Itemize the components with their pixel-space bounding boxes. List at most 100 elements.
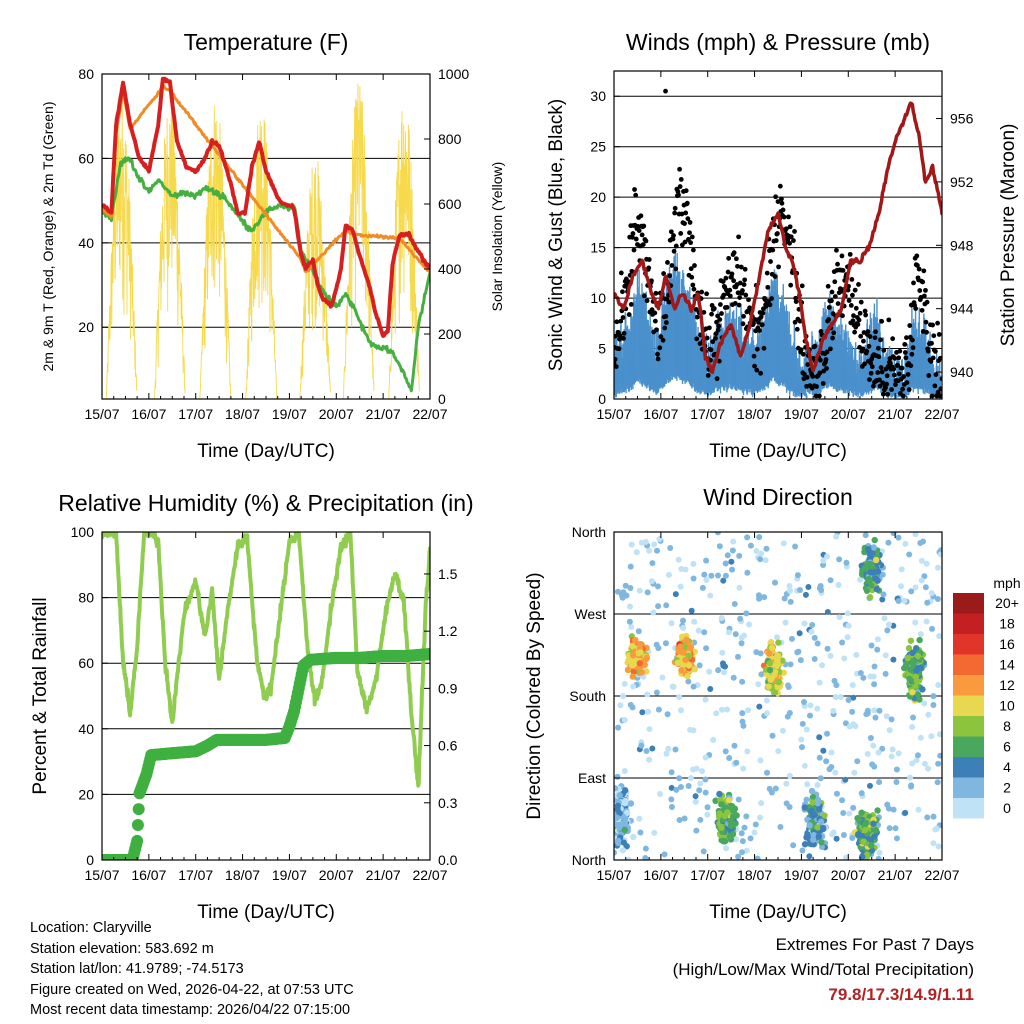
gust-point: [691, 286, 697, 292]
x-tick-label: 16/07: [131, 867, 166, 883]
gust-point: [704, 291, 710, 297]
direction-point: [871, 833, 878, 840]
y-tick-label: 30: [590, 88, 606, 104]
direction-point: [909, 649, 916, 657]
direction-point: [872, 826, 880, 834]
direction-point: [924, 599, 931, 606]
gust-point: [614, 319, 620, 325]
direction-point: [858, 809, 865, 816]
gust-point: [620, 289, 625, 295]
gust-point: [896, 371, 902, 377]
direction-point: [930, 693, 937, 700]
gust-point: [776, 264, 781, 270]
direction-point: [716, 790, 723, 798]
direction-point: [857, 669, 864, 676]
colorbar-label: 18: [999, 616, 1015, 632]
gust-point: [714, 376, 720, 382]
direction-point: [756, 703, 763, 710]
gust-point: [848, 303, 854, 308]
direction-point: [699, 768, 706, 775]
gust-point: [900, 386, 905, 392]
direction-point: [774, 657, 781, 665]
gust-point: [879, 318, 885, 324]
gust-point: [678, 176, 684, 182]
gust-point: [910, 337, 915, 343]
gust-point: [826, 317, 832, 322]
direction-point: [792, 543, 799, 550]
chart-title: Relative Humidity (%) & Precipitation (i…: [58, 490, 473, 516]
direction-point: [918, 557, 925, 564]
direction-point: [695, 627, 702, 634]
direction-point: [806, 822, 813, 829]
direction-point: [626, 618, 633, 625]
direction-point: [724, 706, 731, 713]
figure-created: Figure created on Wed, 2026-04-22, at 07…: [30, 981, 354, 998]
direction-point: [909, 689, 916, 696]
direction-point: [930, 813, 937, 820]
direction-point: [875, 855, 882, 860]
direction-point: [696, 787, 703, 794]
direction-point: [809, 812, 816, 820]
gust-point: [720, 279, 726, 284]
gust-point: [817, 370, 823, 376]
direction-point: [862, 564, 869, 571]
direction-point: [849, 681, 856, 688]
direction-point: [725, 797, 733, 804]
direction-point: [869, 761, 876, 768]
y-tick-label: 0: [598, 391, 606, 407]
direction-point: [839, 797, 846, 804]
direction-point: [914, 691, 922, 698]
y2-tick-label: 944: [950, 301, 974, 317]
direction-point: [863, 711, 870, 718]
gust-point: [870, 383, 876, 389]
direction-point: [668, 803, 675, 810]
gust-point: [726, 255, 732, 261]
gust-point: [688, 266, 694, 272]
direction-point: [783, 780, 790, 787]
gust-point: [635, 224, 641, 229]
direction-point: [837, 693, 844, 700]
direction-point: [871, 663, 878, 670]
direction-point: [870, 742, 877, 749]
direction-point: [644, 589, 651, 596]
y2-tick-label: 1000: [438, 66, 469, 82]
colorbar-label: 0: [1003, 800, 1011, 816]
y2-tick-label: 948: [950, 237, 974, 253]
direction-point: [668, 796, 675, 803]
colorbar-label: 8: [1003, 718, 1011, 734]
gust-point: [694, 314, 700, 320]
direction-point: [777, 824, 784, 831]
direction-point: [842, 776, 849, 783]
y-tick-label: 100: [71, 524, 95, 540]
direction-point: [875, 568, 882, 575]
direction-point: [874, 646, 881, 653]
direction-point: [621, 826, 628, 834]
direction-point: [629, 673, 636, 680]
direction-point: [815, 806, 823, 813]
direction-point: [884, 627, 891, 634]
direction-point: [726, 754, 733, 761]
gust-point: [800, 351, 806, 357]
gust-point: [767, 302, 773, 308]
gust-point: [840, 313, 845, 319]
colorbar-title: mph: [993, 575, 1020, 591]
plot-area: [102, 76, 430, 399]
direction-point: [806, 712, 813, 719]
gust-point: [919, 307, 925, 313]
x-tick-label: 19/07: [272, 867, 307, 883]
gust-point: [825, 283, 831, 289]
y-axis-label: Sonic Wind & Gust (Blue, Black): [546, 99, 567, 371]
plot-area: [614, 88, 942, 399]
direction-point: [630, 683, 637, 690]
gust-point: [752, 317, 758, 322]
gust-point: [677, 166, 682, 172]
series-9m-t: [102, 84, 430, 274]
direction-point: [651, 829, 658, 836]
direction-point: [738, 634, 745, 641]
gust-point: [727, 293, 733, 299]
direction-point: [808, 628, 815, 635]
gust-point: [914, 253, 920, 259]
x-tick-label: 17/07: [690, 406, 725, 422]
x-tick-label: 18/07: [225, 406, 260, 422]
direction-point: [921, 700, 928, 707]
